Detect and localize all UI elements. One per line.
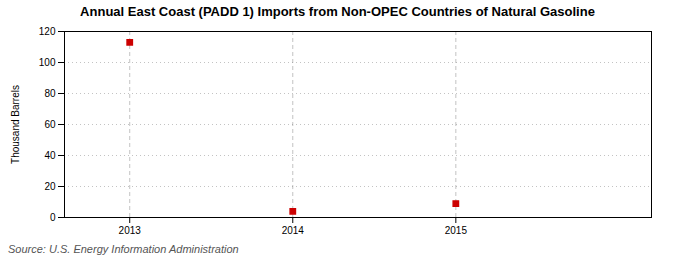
html-text:Annual East Coast (PADD 1) Imp: Annual East Coast (PADD 1) Imports from … [80, 4, 595, 19]
svg-text:100: 100 [39, 57, 56, 68]
svg-text:0: 0 [50, 212, 56, 223]
svg-text:Thousand Barrels: Thousand Barrels [10, 85, 21, 164]
svg-text:120: 120 [39, 26, 56, 37]
svg-text:2013: 2013 [119, 225, 142, 236]
html-text:Source: U.S. Energy Informatio: Source: U.S. Energy Information Administ… [8, 243, 239, 255]
svg-text:40: 40 [44, 150, 56, 161]
svg-text:20: 20 [44, 181, 56, 192]
svg-text:2015: 2015 [445, 225, 468, 236]
svg-text:2014: 2014 [282, 225, 305, 236]
svg-text:80: 80 [44, 88, 56, 99]
svg-text:60: 60 [44, 119, 56, 130]
